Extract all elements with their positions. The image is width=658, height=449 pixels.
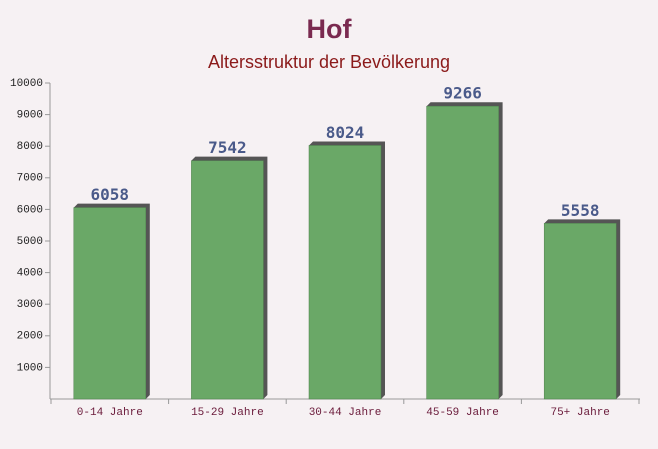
- y-tick-label: 6000: [17, 204, 43, 216]
- y-tick-label: 8000: [17, 141, 43, 153]
- bar: [308, 145, 382, 400]
- y-tick-label: 10000: [10, 78, 43, 90]
- value-label: 6058: [91, 185, 130, 204]
- chart-subtitle: Altersstruktur der Bevölkerung: [208, 52, 450, 72]
- chart-title: Hof: [307, 14, 353, 44]
- y-tick-label: 7000: [17, 173, 43, 185]
- value-label: 7542: [208, 138, 247, 157]
- x-tick-label: 75+ Jahre: [550, 407, 609, 419]
- bar: [543, 223, 617, 400]
- x-tick-label: 30-44 Jahre: [309, 407, 382, 419]
- x-tick-label: 45-59 Jahre: [426, 407, 499, 419]
- bar: [426, 105, 499, 400]
- y-tick-label: 1000: [17, 362, 43, 374]
- y-tick-label: 2000: [17, 331, 43, 343]
- y-tick-label: 3000: [17, 299, 43, 311]
- value-label: 8024: [326, 123, 365, 142]
- y-tick-label: 4000: [17, 268, 43, 280]
- y-tick-label: 5000: [17, 236, 43, 248]
- x-tick-label: 0-14 Jahre: [77, 407, 143, 419]
- x-tick-label: 15-29 Jahre: [191, 407, 264, 419]
- value-label: 9266: [443, 84, 482, 103]
- bar: [73, 207, 147, 400]
- bar: [191, 160, 264, 400]
- y-tick-label: 9000: [17, 110, 43, 122]
- value-label: 5558: [561, 201, 600, 220]
